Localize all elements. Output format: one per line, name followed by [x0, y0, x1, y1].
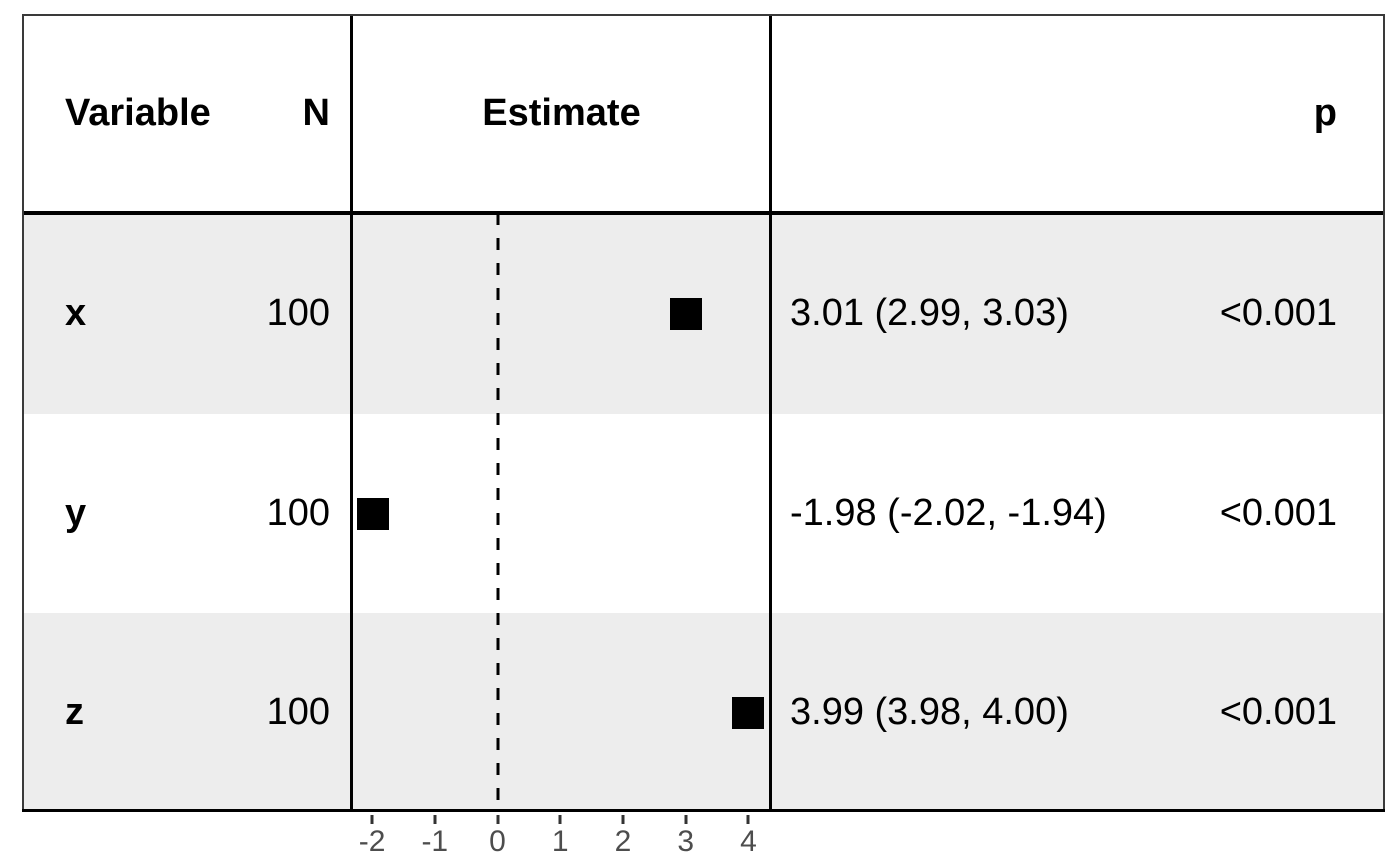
header-separator-line	[22, 211, 1385, 215]
x-tick-mark	[433, 815, 437, 824]
row-stripe	[22, 213, 1385, 414]
forest-plot-table: Variable N Estimate p x 100 3.01 (2.99, …	[22, 14, 1385, 812]
column-header-p: p	[1313, 92, 1337, 134]
estimate-marker	[731, 696, 764, 729]
table-border-right	[1383, 14, 1385, 812]
variable-label: x	[65, 292, 87, 334]
estimate-ci-text: 3.99 (3.98, 4.00)	[790, 691, 1069, 733]
x-axis: -2 -1 0 1 2 3 4	[352, 812, 771, 866]
x-tick-mark	[684, 815, 688, 824]
forest-plot-cell	[352, 613, 771, 812]
estimate-ci-text: -1.98 (-2.02, -1.94)	[790, 492, 1107, 534]
n-value: 100	[266, 691, 330, 733]
header-left-cell: Variable N	[65, 14, 330, 213]
table-row: x 100 3.01 (2.99, 3.03) <0.001	[22, 213, 1385, 414]
x-tick-label: 2	[614, 825, 632, 858]
forest-plot-cell	[352, 414, 771, 613]
x-tick-mark	[496, 815, 500, 824]
x-tick-mark	[558, 815, 562, 824]
p-value: <0.001	[1219, 292, 1337, 334]
variable-label: y	[65, 492, 87, 534]
column-header-estimate: Estimate	[482, 92, 641, 134]
table-row: z 100 3.99 (3.98, 4.00) <0.001	[22, 613, 1385, 812]
x-tick-label: 0	[489, 825, 506, 858]
forest-plot-cell	[352, 213, 771, 414]
row-left-cell: y 100	[65, 414, 330, 613]
variable-label: z	[65, 691, 84, 733]
x-tick-label: 3	[677, 825, 695, 858]
x-tick-label: 1	[551, 825, 569, 858]
x-tick-mark	[746, 815, 750, 824]
row-right-cell: -1.98 (-2.02, -1.94) <0.001	[790, 414, 1337, 613]
x-axis-line	[22, 809, 1385, 812]
x-tick-label: -1	[421, 825, 449, 858]
n-value: 100	[266, 292, 330, 334]
x-tick-mark	[621, 815, 625, 824]
x-tick-mark	[370, 815, 374, 824]
estimate-ci-text: 3.01 (2.99, 3.03)	[790, 292, 1069, 334]
row-left-cell: x 100	[65, 213, 330, 414]
p-value: <0.001	[1219, 492, 1337, 534]
n-value: 100	[266, 492, 330, 534]
row-right-cell: 3.01 (2.99, 3.03) <0.001	[790, 213, 1337, 414]
estimate-marker	[357, 497, 390, 530]
row-stripe	[22, 613, 1385, 812]
column-header-variable: Variable	[65, 92, 211, 134]
x-tick-label: -2	[358, 825, 386, 858]
p-value: <0.001	[1219, 691, 1337, 733]
table-border-left	[22, 14, 24, 812]
table-border-top	[22, 14, 1385, 16]
header-row: Variable N Estimate p	[22, 14, 1385, 213]
x-tick-label: 4	[740, 825, 757, 858]
table-row: y 100 -1.98 (-2.02, -1.94) <0.001	[22, 414, 1385, 613]
header-right-cell: p	[790, 14, 1337, 213]
column-header-n: N	[302, 92, 330, 134]
estimate-marker	[670, 297, 703, 330]
row-right-cell: 3.99 (3.98, 4.00) <0.001	[790, 613, 1337, 812]
panel-divider-left	[350, 14, 353, 812]
panel-divider-right	[769, 14, 772, 812]
row-left-cell: z 100	[65, 613, 330, 812]
